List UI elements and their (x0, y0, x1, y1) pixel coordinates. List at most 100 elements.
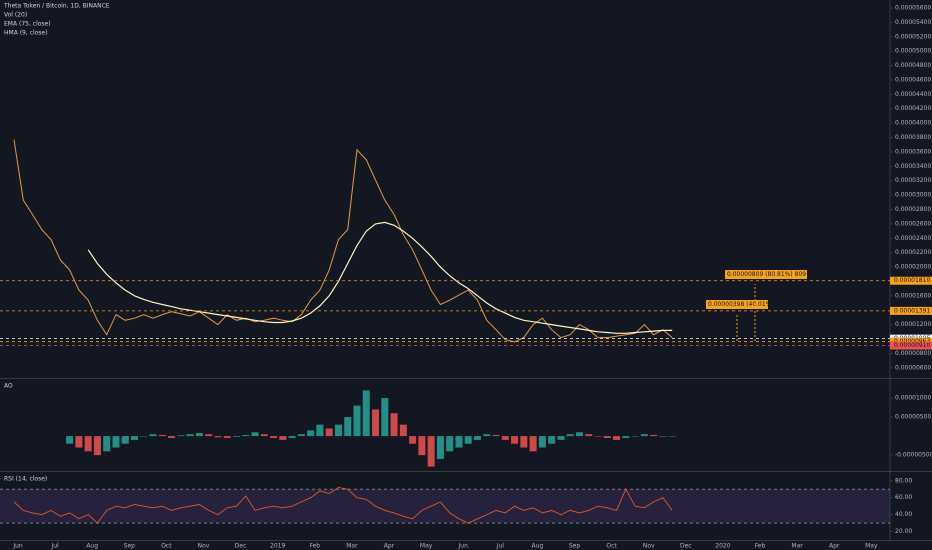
y-tick-label: 0.00002800 (895, 206, 931, 213)
ao-bar (279, 436, 287, 440)
ao-bar (538, 436, 546, 448)
time-label: Jul (50, 543, 59, 550)
series-line (13, 487, 673, 524)
ao-bar (288, 436, 296, 438)
ao-bar (650, 434, 658, 437)
ao-bar (474, 436, 481, 440)
time-label: May (420, 543, 433, 550)
time-label: Nov (643, 543, 655, 550)
legend-item: EMA (75, close) (4, 21, 51, 28)
y-tick-label: 0.00005600 (895, 4, 931, 11)
price-label-box (890, 306, 932, 315)
ao-bar (103, 436, 111, 452)
legend-item: Vol (20) (4, 12, 27, 19)
ao-bar (195, 433, 203, 437)
y-tick-label: 80.00 (895, 477, 912, 484)
y-tick-label: 40.00 (895, 511, 912, 518)
ao-bar (640, 434, 648, 437)
price-label: 0.00001810 (894, 277, 930, 284)
ao-bar (316, 424, 324, 437)
time-label: Dec (235, 543, 247, 550)
y-tick-label: 0.00002400 (895, 235, 931, 242)
ao-bar (186, 434, 194, 437)
measure-label: 0.00000398 (40.01%) 398 (708, 301, 787, 308)
rsi-band (0, 489, 890, 524)
y-tick-label: 0.00000600 (895, 364, 931, 371)
y-tick-label: 0.00005400 (895, 19, 931, 26)
ao-bar (158, 434, 166, 437)
ao-bar (131, 436, 139, 440)
series-line (87, 221, 673, 334)
measure-box (725, 270, 807, 279)
ao-bar (353, 405, 361, 437)
legend: Theta Token / Bitcoin, 1D, BINANCE Vol (… (3, 3, 110, 483)
ao-bar (260, 434, 268, 437)
ao-bar (622, 436, 630, 438)
pane-title: AO (4, 383, 13, 390)
ao-bar (270, 436, 278, 438)
ao-bar (372, 409, 380, 437)
ao-bar (613, 436, 621, 440)
pane-title: RSI (14, close) (4, 476, 47, 483)
y-tick-label: 0.00003000 (895, 192, 931, 199)
time-label: Jul (496, 543, 505, 550)
time-label: Apr (384, 543, 395, 550)
time-label: Apr (829, 543, 840, 550)
ao-bar (362, 390, 370, 437)
ao-bar (409, 436, 417, 444)
ao-bar (297, 434, 305, 437)
price-label-box (890, 276, 932, 285)
y-tick-label: 0.00004600 (895, 76, 931, 83)
time-label: Aug (532, 543, 544, 550)
y-tick-label: -0.00000500 (895, 452, 932, 459)
y-tick-label: 0.00000500 (895, 414, 931, 421)
legend-item: HMA (9, close) (4, 30, 47, 37)
ao-bar (418, 436, 426, 456)
ao-bar (177, 435, 185, 437)
y-tick-label: 0.00004400 (895, 91, 931, 98)
series-line (13, 139, 673, 343)
ao-bar (223, 436, 231, 438)
ao-bar (84, 436, 92, 452)
time-label: Feb (755, 543, 766, 550)
ao-bar (93, 436, 101, 456)
y-tick-label: 0.00004000 (895, 120, 931, 127)
y-tick-label: 0.00002200 (895, 249, 931, 256)
y-tick-label: 0.00001600 (895, 292, 931, 299)
ao-bar (242, 434, 250, 437)
y-tick-label: 0.00001000 (895, 395, 931, 402)
ao-bar (232, 436, 240, 437)
time-label: 2020 (715, 543, 730, 550)
time-label: Sep (569, 543, 581, 550)
time-label: Aug (86, 543, 98, 550)
ao-bar (557, 436, 565, 440)
price-label-box (890, 341, 932, 350)
ao-bar (66, 436, 74, 444)
ao-bar (168, 436, 176, 438)
y-tick-label: 0.00003200 (895, 177, 931, 184)
y-tick-label: 0.00005000 (895, 48, 931, 55)
y-tick-label: 0.00004800 (895, 62, 931, 69)
ao-bar (307, 430, 315, 437)
time-label: Oct (161, 543, 172, 550)
time-label: Nov (198, 543, 210, 550)
ao-bar (446, 436, 454, 452)
ao-bar (75, 436, 83, 448)
ao-bar (575, 432, 583, 437)
ao-bar (566, 434, 574, 437)
marks: 0.00000600 0.00000800 0.00001000 0.00001200… (0, 4, 932, 550)
symbol-title: Theta Token / Bitcoin, 1D, BINANCE (3, 3, 110, 10)
time-label: Dec (680, 543, 692, 550)
y-tick-label: 0.00000800 (895, 350, 931, 357)
ao-bar (325, 428, 333, 437)
time-label: Mar (791, 543, 803, 550)
ao-bar (436, 436, 444, 459)
ao-bar (464, 436, 472, 444)
y-tick-label: 0.00001200 (895, 321, 931, 328)
ao-bar (140, 436, 148, 437)
ao-bar (149, 434, 157, 437)
y-tick-label: 0.00003600 (895, 148, 931, 155)
ao-bar (251, 432, 259, 437)
measure-label: 0.00000809 (80.81%) 809 (727, 271, 806, 278)
